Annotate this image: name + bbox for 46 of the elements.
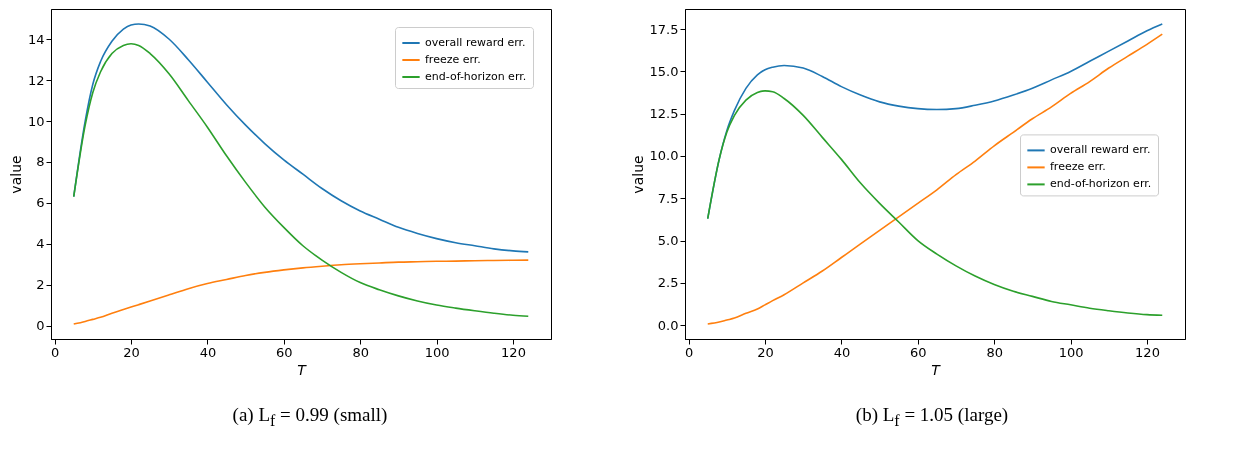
text: (a) L$_{f}$ = 0.99 (small) xyxy=(231,404,389,430)
x-tick-label: 20 xyxy=(757,344,774,360)
y-tick-label: 2.5 xyxy=(657,275,679,291)
line-series xyxy=(706,90,1164,317)
x-tick-label: 40 xyxy=(833,344,851,360)
line-series xyxy=(72,23,530,253)
x-tick-label: 120 xyxy=(501,344,526,360)
x-tick-label: 80 xyxy=(986,344,1003,360)
x-tick-label: 80 xyxy=(352,344,369,360)
y-tick-label: 10.0 xyxy=(649,148,679,164)
text: (b) L$_{f}$ = 1.05 (large) xyxy=(854,404,1010,430)
y-tick-label: 0.0 xyxy=(657,317,679,333)
x-axis-title: T xyxy=(931,361,942,378)
y-axis-title: value xyxy=(629,155,646,194)
legend-label: overall reward err. xyxy=(425,36,526,49)
x-tick-label: 60 xyxy=(276,344,293,360)
x-tick-label: 60 xyxy=(910,344,927,360)
y-tick-label: 7.5 xyxy=(657,190,679,206)
y-tick-label: 14 xyxy=(27,31,45,47)
x-tick-label: 120 xyxy=(1135,344,1160,360)
legend-label: freeze err. xyxy=(1050,160,1106,174)
x-axis-title: T xyxy=(297,361,308,378)
x-tick-label: 100 xyxy=(1058,344,1084,360)
line-series xyxy=(706,33,1164,325)
y-tick-label: 4 xyxy=(36,236,45,252)
legend-label: end-of-horizon err. xyxy=(425,70,527,83)
y-tick-label: 12.5 xyxy=(649,106,679,122)
y-tick-label: 0 xyxy=(36,318,45,334)
legend-label: overall reward err. xyxy=(1050,143,1151,157)
x-tick-label: 40 xyxy=(199,344,217,360)
y-tick-label: 8 xyxy=(36,154,45,170)
line-series xyxy=(72,259,530,325)
legend-label: end-of-horizon err. xyxy=(1050,177,1152,191)
y-axis-title: value xyxy=(7,155,24,194)
x-tick-label: 0 xyxy=(684,344,694,360)
y-tick-label: 6 xyxy=(36,195,45,211)
y-tick-label: 2 xyxy=(36,277,45,293)
y-tick-label: 5.0 xyxy=(657,233,679,249)
y-tick-label: 10 xyxy=(27,113,45,129)
y-tick-label: 17.5 xyxy=(649,21,679,37)
x-tick-label: 20 xyxy=(123,344,140,360)
legend-label: freeze err. xyxy=(425,53,481,66)
x-tick-label: 0 xyxy=(50,344,60,360)
y-tick-label: 15.0 xyxy=(649,63,679,79)
x-tick-label: 100 xyxy=(424,344,450,360)
y-tick-label: 12 xyxy=(27,72,45,88)
